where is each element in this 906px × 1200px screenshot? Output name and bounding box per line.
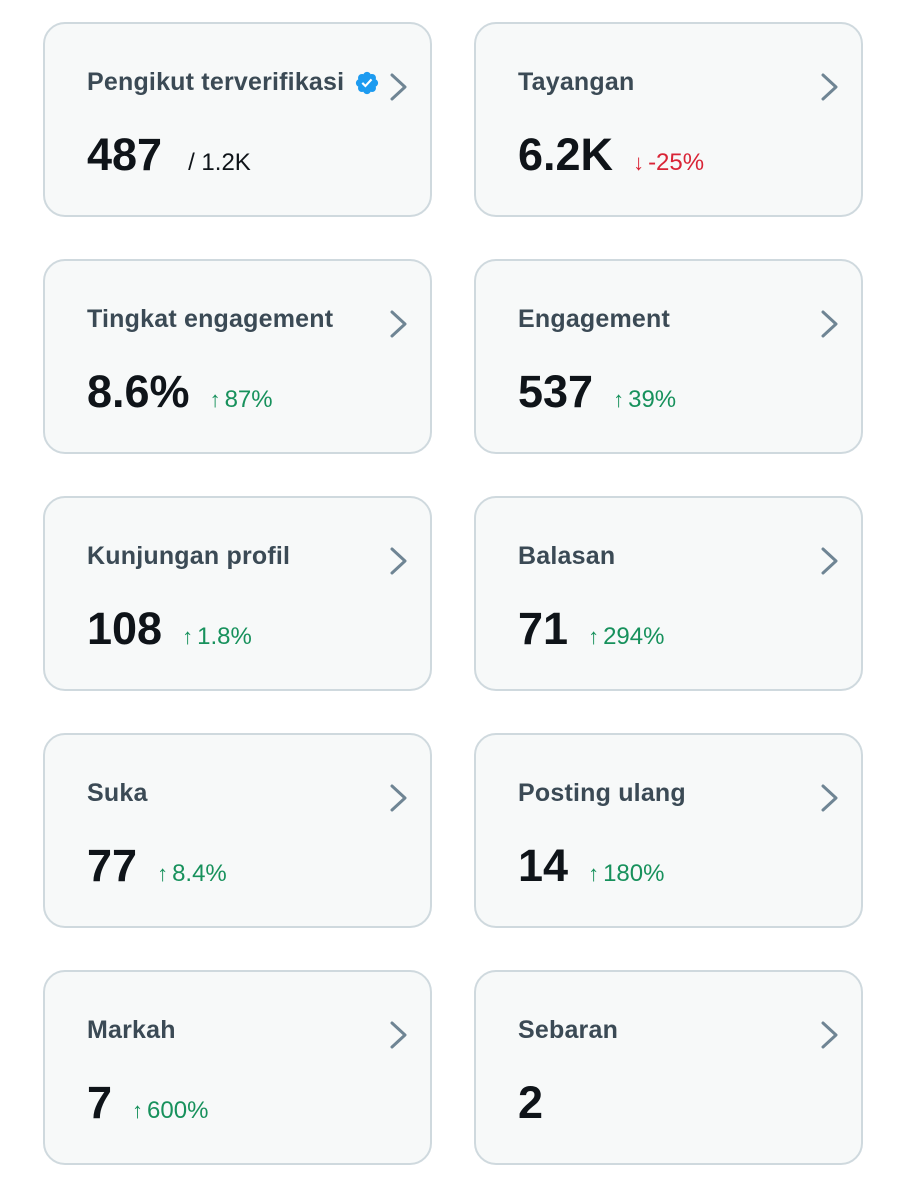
metric-value-row: 487 / 1.2K: [87, 132, 251, 177]
metric-label-row: Sebaran: [518, 1016, 618, 1045]
metric-delta-value: 600%: [147, 1097, 209, 1124]
metric-label-row: Markah: [87, 1016, 176, 1045]
metric-label-row: Balasan: [518, 542, 615, 571]
verified-badge-icon: [356, 71, 379, 94]
chevron-right-icon: [821, 547, 838, 575]
metric-card-bookmarks[interactable]: Markah 7 ↑ 600%: [43, 970, 432, 1165]
metric-value-row: 71 ↑ 294%: [518, 606, 664, 651]
metric-delta-value: 39%: [628, 386, 677, 413]
metric-delta: ↑ 87%: [210, 386, 273, 414]
chevron-right-icon: [390, 310, 407, 338]
metric-value: 7: [87, 1077, 113, 1128]
metric-label-row: Tayangan: [518, 68, 634, 97]
metric-value: 108: [87, 603, 163, 654]
metric-card-profile-visits[interactable]: Kunjungan profil 108 ↑ 1.8%: [43, 496, 432, 691]
metric-delta: ↑ 294%: [588, 623, 664, 651]
metric-value-row: 6.2K ↓ -25%: [518, 132, 704, 177]
metric-value: 77: [87, 840, 138, 891]
metric-delta: ↑ 39%: [613, 386, 676, 414]
metrics-grid: Pengikut terverifikasi 487 / 1.2K Tayang…: [43, 22, 863, 1165]
metric-delta: ↑ 180%: [588, 860, 664, 888]
metric-value-row: 7 ↑ 600%: [87, 1080, 208, 1125]
metric-value: 8.6%: [87, 366, 190, 417]
metric-delta-value: 1.8%: [197, 623, 252, 650]
metric-label: Kunjungan profil: [87, 542, 291, 570]
metric-label: Suka: [87, 779, 148, 807]
metric-value-row: 2: [518, 1080, 543, 1125]
metric-delta-value: 8.4%: [172, 860, 227, 887]
metric-card-engagements[interactable]: Engagement 537 ↑ 39%: [474, 259, 863, 454]
metric-value-row: 8.6% ↑ 87%: [87, 369, 273, 414]
metric-value-row: 108 ↑ 1.8%: [87, 606, 252, 651]
metric-label-row: Pengikut terverifikasi: [87, 68, 380, 97]
metric-delta-value: -25%: [648, 149, 705, 176]
chevron-right-icon: [821, 73, 838, 101]
metric-value: 537: [518, 366, 594, 417]
arrow-up-icon: ↑: [588, 861, 600, 886]
metric-delta: ↑ 1.8%: [182, 623, 252, 651]
metric-label: Pengikut terverifikasi: [87, 68, 345, 96]
metric-label-row: Posting ulang: [518, 779, 686, 808]
metric-value-row: 537 ↑ 39%: [518, 369, 676, 414]
metric-label-row: Suka: [87, 779, 148, 808]
metric-label: Tingkat engagement: [87, 305, 334, 333]
metric-label: Engagement: [518, 305, 671, 333]
metric-card-likes[interactable]: Suka 77 ↑ 8.4%: [43, 733, 432, 928]
metric-label: Markah: [87, 1016, 176, 1044]
metric-card-verified-followers[interactable]: Pengikut terverifikasi 487 / 1.2K: [43, 22, 432, 217]
chevron-right-icon: [821, 1021, 838, 1049]
metric-label: Tayangan: [518, 68, 635, 96]
arrow-down-icon: ↓: [633, 150, 645, 175]
metric-label: Posting ulang: [518, 779, 686, 807]
arrow-up-icon: ↑: [588, 624, 600, 649]
metric-label: Sebaran: [518, 1016, 619, 1044]
metric-delta: ↓ -25%: [633, 149, 704, 177]
chevron-right-icon: [390, 1021, 407, 1049]
metric-total: / 1.2K: [188, 149, 251, 176]
metric-value: 71: [518, 603, 569, 654]
metric-delta: ↑ 600%: [132, 1097, 208, 1125]
arrow-up-icon: ↑: [209, 387, 221, 412]
metric-value: 2: [518, 1077, 544, 1128]
metric-delta-value: 294%: [603, 623, 665, 650]
metric-card-reposts[interactable]: Posting ulang 14 ↑ 180%: [474, 733, 863, 928]
metric-value: 6.2K: [518, 129, 614, 180]
chevron-right-icon: [390, 547, 407, 575]
arrow-up-icon: ↑: [613, 387, 625, 412]
metric-value-row: 77 ↑ 8.4%: [87, 843, 227, 888]
arrow-up-icon: ↑: [182, 624, 194, 649]
arrow-up-icon: ↑: [157, 861, 169, 886]
metric-value: 14: [518, 840, 569, 891]
metric-delta-value: 180%: [603, 860, 665, 887]
chevron-right-icon: [390, 784, 407, 812]
chevron-right-icon: [821, 784, 838, 812]
arrow-up-icon: ↑: [132, 1098, 144, 1123]
metric-card-shares[interactable]: Sebaran 2: [474, 970, 863, 1165]
chevron-right-icon: [821, 310, 838, 338]
metric-delta-value: 87%: [224, 386, 273, 413]
metric-label-row: Engagement: [518, 305, 670, 334]
metric-delta: ↑ 8.4%: [157, 860, 227, 888]
metric-value: 487: [87, 129, 163, 180]
chevron-right-icon: [390, 73, 407, 101]
metric-card-engagement-rate[interactable]: Tingkat engagement 8.6% ↑ 87%: [43, 259, 432, 454]
metric-label-row: Tingkat engagement: [87, 305, 333, 334]
metric-label-row: Kunjungan profil: [87, 542, 290, 571]
metric-card-replies[interactable]: Balasan 71 ↑ 294%: [474, 496, 863, 691]
metric-value-row: 14 ↑ 180%: [518, 843, 664, 888]
metric-label: Balasan: [518, 542, 616, 570]
metric-card-impressions[interactable]: Tayangan 6.2K ↓ -25%: [474, 22, 863, 217]
